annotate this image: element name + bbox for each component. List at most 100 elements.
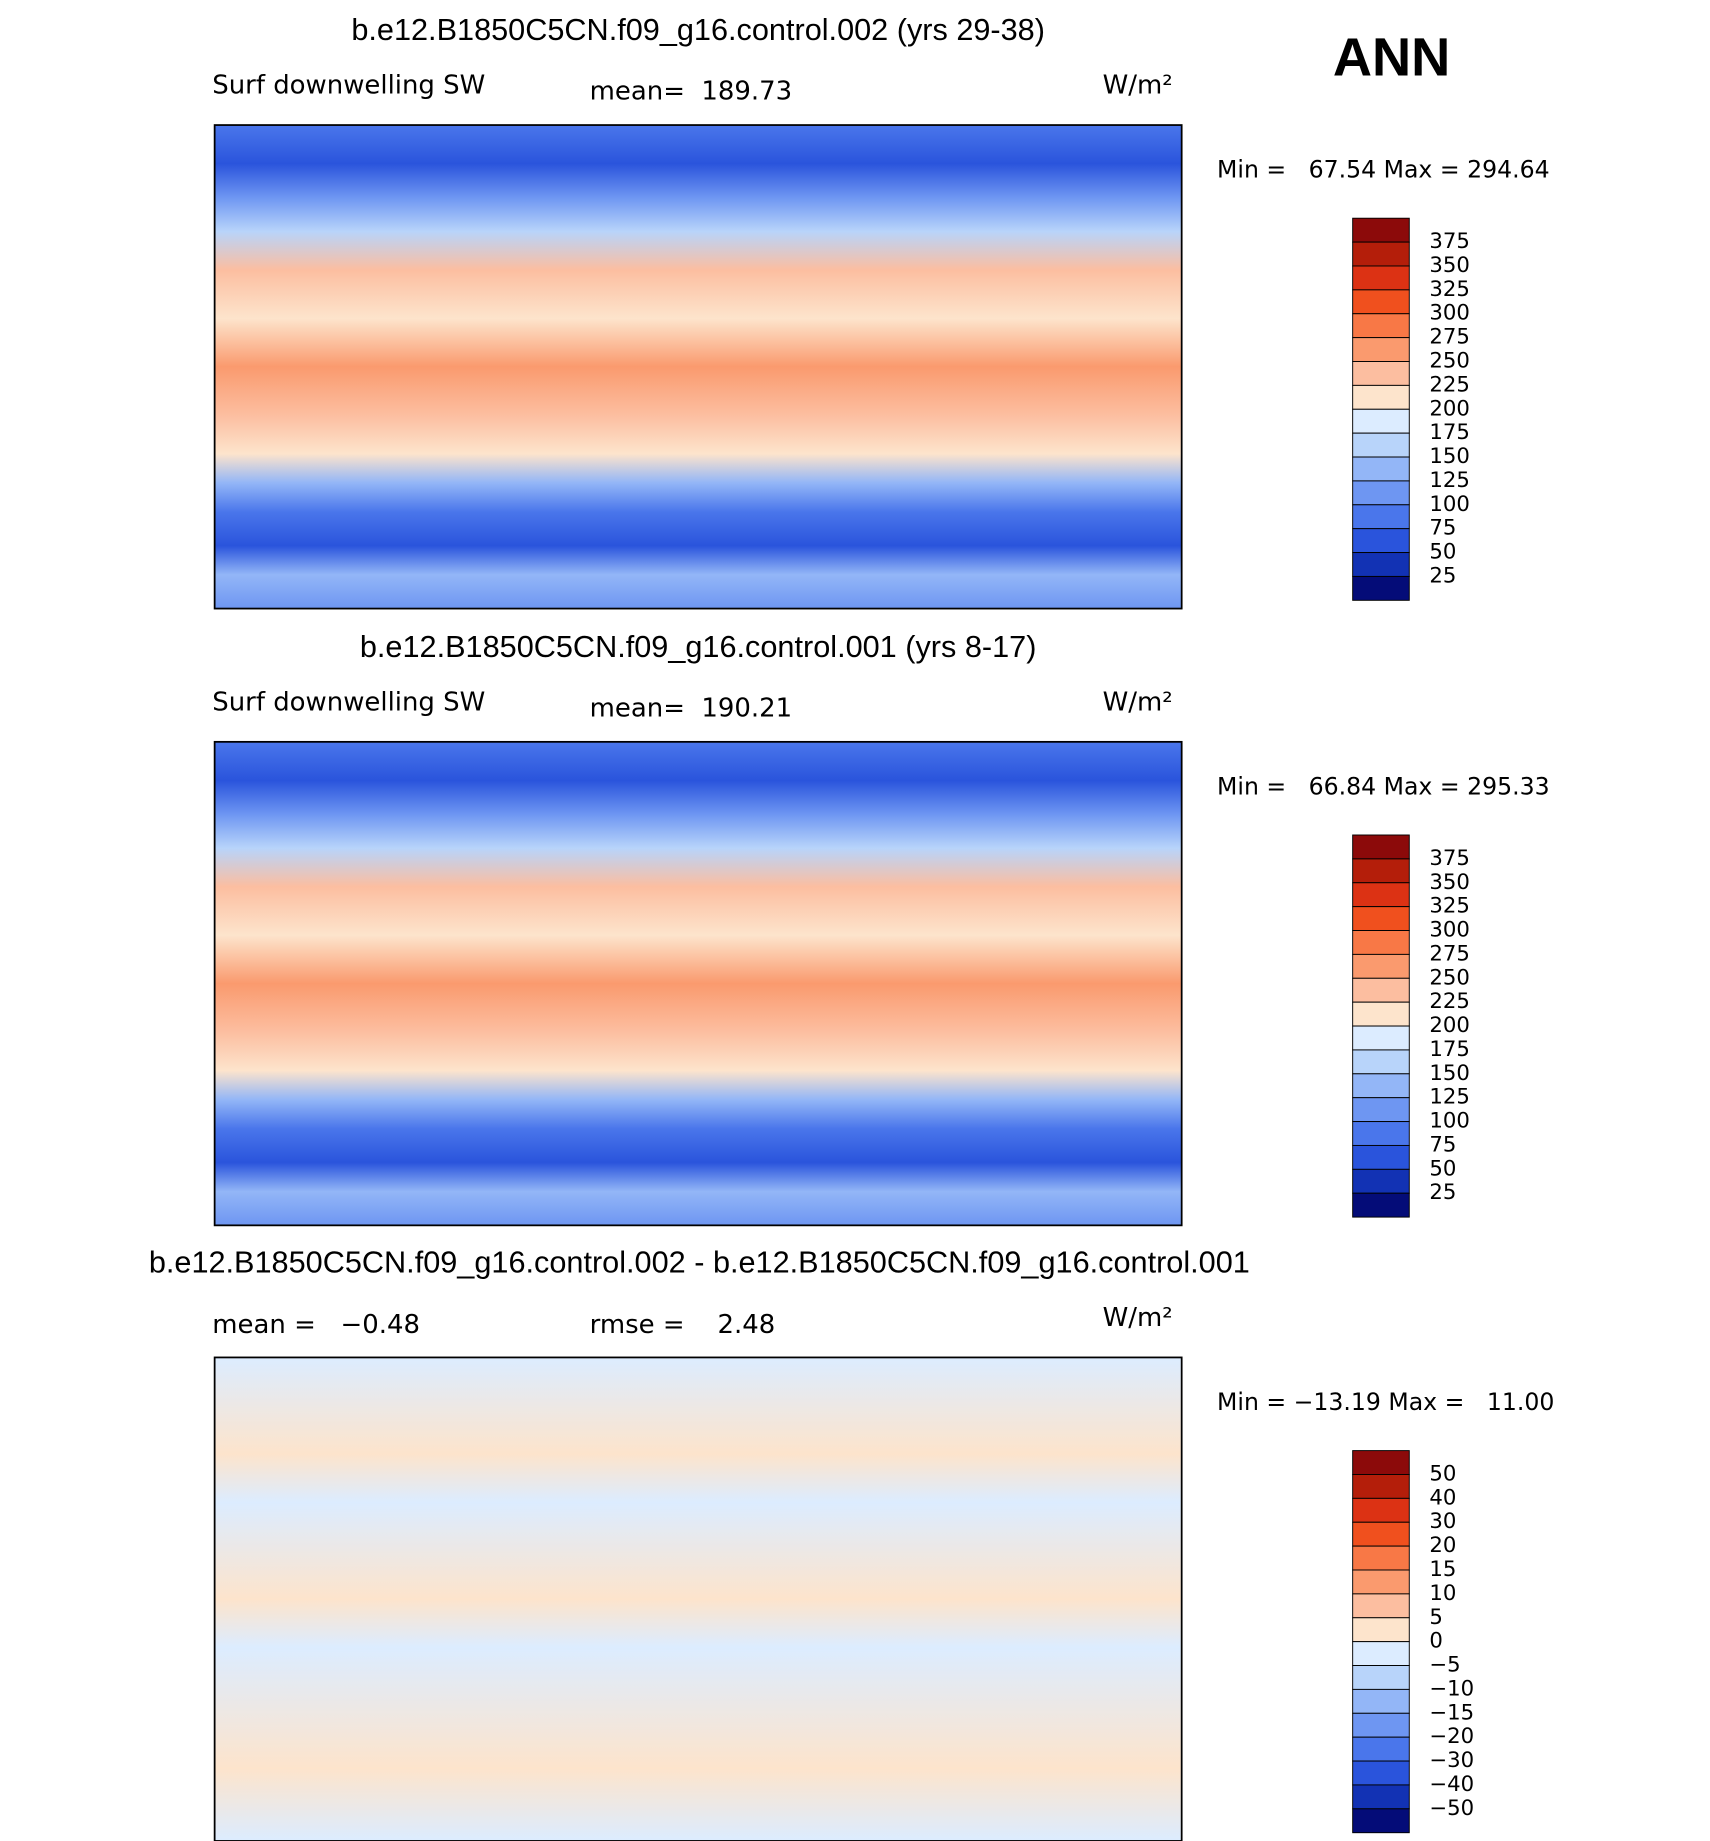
panel: b.e12.B1850C5CN.f09_g16.control.001 (yrs… bbox=[212, 630, 1550, 1227]
colorbar-box bbox=[1352, 337, 1410, 362]
panel-title: b.e12.B1850C5CN.f09_g16.control.002 (yrs… bbox=[351, 13, 1045, 47]
colorbar-box bbox=[1352, 1641, 1410, 1667]
map bbox=[213, 1356, 1183, 1841]
colorbar-box bbox=[1352, 1192, 1410, 1218]
colorbar-label: 50 bbox=[1429, 540, 1456, 565]
colorbar-label: 25 bbox=[1429, 1180, 1456, 1205]
units: W/m² bbox=[1103, 687, 1173, 717]
colorbar-box bbox=[1352, 834, 1410, 860]
colorbar-box bbox=[1352, 1712, 1410, 1738]
map bbox=[213, 124, 1183, 610]
colorbar-box bbox=[1352, 1144, 1410, 1170]
colorbar-box bbox=[1352, 480, 1410, 506]
colorbar-label: 200 bbox=[1429, 1013, 1470, 1038]
colorbar-label: 75 bbox=[1429, 1132, 1456, 1157]
colorbar-box bbox=[1352, 1121, 1410, 1146]
center-label: mean= 190.21 bbox=[590, 693, 793, 723]
colorbar-label: 225 bbox=[1429, 372, 1470, 397]
panels: b.e12.B1850C5CN.f09_g16.control.002 (yrs… bbox=[149, 13, 1554, 1841]
colorbar-label: 275 bbox=[1429, 325, 1470, 350]
colorbar-label: 350 bbox=[1429, 870, 1470, 895]
colorbar-label: 0 bbox=[1429, 1629, 1443, 1654]
colorbar-box bbox=[1352, 1001, 1410, 1027]
colorbar-label: 300 bbox=[1429, 301, 1470, 326]
colorbar-label: 10 bbox=[1429, 1581, 1456, 1606]
panel-title: b.e12.B1850C5CN.f09_g16.control.001 (yrs… bbox=[360, 630, 1037, 664]
colorbar-label: 150 bbox=[1429, 1061, 1470, 1086]
colorbar-label: −50 bbox=[1429, 1796, 1474, 1821]
colorbar-box bbox=[1352, 1808, 1410, 1834]
colorbar-box bbox=[1352, 552, 1410, 577]
colorbar-box bbox=[1352, 575, 1410, 601]
colorbar-label: 5 bbox=[1429, 1605, 1443, 1630]
colorbar-label: 15 bbox=[1429, 1557, 1456, 1582]
colorbar-box bbox=[1352, 432, 1410, 458]
colorbar-box bbox=[1352, 313, 1410, 339]
colorbar-box bbox=[1352, 1025, 1410, 1051]
colorbar-label: −10 bbox=[1429, 1676, 1474, 1701]
colorbar-label: 175 bbox=[1429, 420, 1470, 445]
colorbar-box bbox=[1352, 384, 1410, 410]
colorbar-box bbox=[1352, 1168, 1410, 1194]
colorbar-label: 30 bbox=[1429, 1509, 1456, 1534]
colorbar-box bbox=[1352, 1073, 1410, 1099]
colorbar-label: 40 bbox=[1429, 1485, 1456, 1510]
colorbar-box bbox=[1352, 456, 1410, 482]
colorbar-box bbox=[1352, 361, 1410, 386]
colorbar-label: −40 bbox=[1429, 1772, 1474, 1797]
colorbar-label: 200 bbox=[1429, 396, 1470, 421]
colorbar-label: 100 bbox=[1429, 492, 1470, 517]
units: W/m² bbox=[1103, 1303, 1173, 1333]
colorbar-label: 375 bbox=[1429, 846, 1470, 871]
colorbar-box bbox=[1352, 528, 1410, 554]
panel: b.e12.B1850C5CN.f09_g16.control.002 (yrs… bbox=[212, 13, 1550, 610]
colorbar-label: 125 bbox=[1429, 1085, 1470, 1110]
colorbar-box bbox=[1352, 930, 1410, 955]
colorbar-label: 300 bbox=[1429, 918, 1470, 943]
stats: Min = 67.54 Max = 294.64 bbox=[1217, 156, 1550, 184]
figure-label: ANN bbox=[1333, 28, 1451, 88]
colorbar-box bbox=[1352, 1450, 1410, 1475]
colorbar-label: 375 bbox=[1429, 229, 1470, 254]
colorbar-label: 50 bbox=[1429, 1461, 1456, 1486]
colorbar-box bbox=[1352, 1593, 1410, 1619]
colorbar-label: 75 bbox=[1429, 516, 1456, 541]
colorbar-label: 325 bbox=[1429, 894, 1470, 919]
colorbar-label: 350 bbox=[1429, 253, 1470, 278]
colorbar-label: −30 bbox=[1429, 1748, 1474, 1773]
colorbar-label: 325 bbox=[1429, 277, 1470, 302]
colorbar-label: 25 bbox=[1429, 563, 1456, 588]
colorbar-box bbox=[1352, 217, 1410, 243]
colorbar-label: 250 bbox=[1429, 965, 1470, 990]
colorbar-box bbox=[1352, 1688, 1410, 1714]
center-label: mean= 189.73 bbox=[590, 77, 793, 107]
colorbar-box bbox=[1352, 977, 1410, 1003]
colorbar-box bbox=[1352, 1497, 1410, 1523]
colorbar-box bbox=[1352, 1474, 1410, 1499]
colorbar-box bbox=[1352, 1665, 1410, 1690]
colorbar-label: 225 bbox=[1429, 989, 1470, 1014]
colorbar-label: 100 bbox=[1429, 1109, 1470, 1134]
colorbar-label: −5 bbox=[1429, 1653, 1460, 1678]
colorbar-box bbox=[1352, 241, 1410, 267]
colorbar-label: 175 bbox=[1429, 1037, 1470, 1062]
colorbar-box bbox=[1352, 289, 1410, 315]
colorbar-box bbox=[1352, 408, 1410, 434]
colorbar-label: 20 bbox=[1429, 1533, 1456, 1558]
colorbar-label: 150 bbox=[1429, 444, 1470, 469]
colorbar-label: 250 bbox=[1429, 349, 1470, 374]
colorbar-box bbox=[1352, 1736, 1410, 1762]
colorbar-box bbox=[1352, 1569, 1410, 1595]
colorbar-box bbox=[1352, 265, 1410, 291]
colorbar-label: 50 bbox=[1429, 1156, 1456, 1181]
colorbar-box bbox=[1352, 1617, 1410, 1643]
left-label: Surf downwelling SW bbox=[212, 687, 485, 717]
colorbar-box bbox=[1352, 953, 1410, 979]
panel: b.e12.B1850C5CN.f09_g16.control.002 - b.… bbox=[149, 1245, 1554, 1841]
colorbar-box bbox=[1352, 1049, 1410, 1075]
colorbar-box bbox=[1352, 1521, 1410, 1547]
stats: Min = 66.84 Max = 295.33 bbox=[1217, 772, 1550, 800]
colorbar-box bbox=[1352, 858, 1410, 884]
colorbar-box bbox=[1352, 1545, 1410, 1571]
